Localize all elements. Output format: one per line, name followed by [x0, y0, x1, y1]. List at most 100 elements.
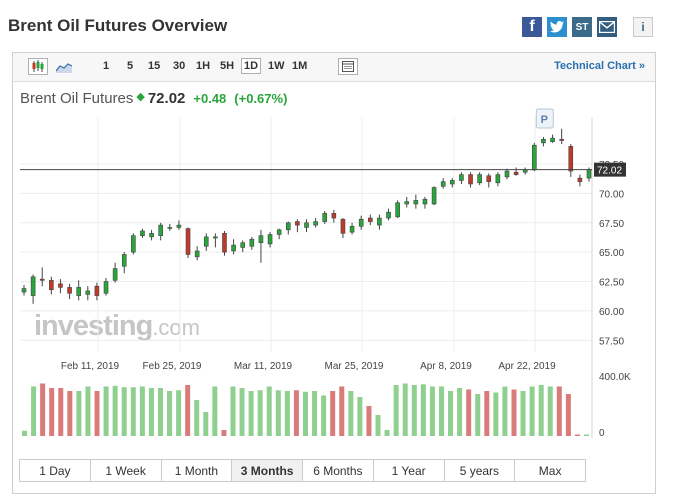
- volume-bar: [248, 391, 254, 436]
- twitter-icon[interactable]: [547, 17, 567, 37]
- candle-body-down: [577, 177, 583, 182]
- y-tick-label: 57.50: [599, 336, 624, 347]
- timeframe-30[interactable]: 30: [173, 60, 186, 72]
- mail-icon[interactable]: [597, 17, 617, 37]
- watermark-suffix: .com: [152, 315, 200, 340]
- candle-body-down: [331, 213, 337, 219]
- timeframe-5h[interactable]: 5H: [220, 60, 235, 72]
- candle-body-up: [404, 201, 410, 205]
- candle-body-up: [285, 222, 291, 231]
- candle-body-up: [541, 139, 546, 144]
- candle-body-up: [131, 235, 136, 253]
- volume-bar: [357, 397, 363, 436]
- volume-bar: [266, 386, 272, 436]
- timeframe-1[interactable]: 1: [103, 60, 110, 72]
- timeframe-5[interactable]: 5: [127, 60, 134, 72]
- y-tick-label: 70.00: [599, 189, 624, 200]
- share-buttons: f ST: [522, 17, 617, 39]
- candle-body-down: [295, 221, 300, 226]
- candle-body-up: [176, 224, 182, 228]
- last-price-tag-label: 72.02: [597, 166, 622, 177]
- candle: [568, 144, 574, 177]
- candle: [131, 233, 136, 255]
- candle: [550, 134, 555, 143]
- candle-body-down: [486, 175, 492, 182]
- quote-header: Brent Oil Futures ◆ 72.02 +0.48 (+0.67%): [20, 90, 287, 107]
- candle: [541, 136, 546, 147]
- candle: [459, 172, 464, 184]
- candle-body-up: [349, 225, 355, 233]
- candle-body-down: [513, 171, 519, 175]
- volume-bar: [194, 400, 200, 436]
- volume-bar: [330, 391, 336, 436]
- timeframe-1w[interactable]: 1W: [268, 60, 285, 72]
- candle: [522, 167, 528, 175]
- candle: [504, 168, 510, 180]
- timeframe-1h[interactable]: 1H: [196, 60, 211, 72]
- candle: [413, 194, 419, 209]
- candle: [203, 233, 209, 251]
- timeframe-1m[interactable]: 1M: [292, 60, 308, 72]
- event-marker: [535, 108, 554, 129]
- area-chart-icon[interactable]: [54, 58, 74, 75]
- range-6-months[interactable]: 6 Months: [303, 460, 374, 481]
- candle-body-up: [586, 169, 592, 179]
- candle: [422, 196, 428, 209]
- range-5-years[interactable]: 5 years: [444, 460, 516, 481]
- candle-body-up: [477, 174, 482, 184]
- volume-bar: [312, 391, 318, 436]
- candlestick-chart-icon[interactable]: [28, 58, 48, 75]
- candle-body-up: [276, 229, 282, 235]
- fullscreen-icon[interactable]: [338, 58, 358, 75]
- candle-body-up: [322, 213, 328, 222]
- candle-body-up: [532, 144, 537, 171]
- candle-body-up: [413, 200, 419, 205]
- facebook-icon[interactable]: f: [522, 17, 542, 37]
- candle-body-up: [112, 268, 118, 281]
- candle-body-up: [459, 174, 464, 181]
- range-1-day[interactable]: 1 Day: [20, 460, 91, 481]
- range-1-week[interactable]: 1 Week: [90, 460, 162, 481]
- volume-bar: [176, 390, 182, 436]
- range-1-month[interactable]: 1 Month: [161, 460, 233, 481]
- x-tick-label: Feb 25, 2019: [143, 361, 202, 372]
- volume-bar: [321, 395, 327, 436]
- technical-chart-link[interactable]: Technical Chart »: [554, 60, 645, 72]
- candle-body-up: [495, 174, 501, 184]
- candle-body-up: [140, 230, 145, 236]
- candle: [149, 229, 154, 241]
- candle: [331, 209, 337, 223]
- volume-bar: [493, 392, 499, 436]
- info-icon[interactable]: i: [633, 17, 653, 37]
- timeframe-1d[interactable]: 1D: [241, 58, 262, 74]
- price-change-percent: (+0.67%): [234, 91, 288, 106]
- candle: [231, 239, 236, 255]
- stocktwits-icon[interactable]: ST: [572, 17, 592, 37]
- volume-bar: [384, 430, 390, 436]
- candle: [377, 214, 382, 230]
- candle-body-down: [468, 174, 473, 185]
- candle-body-up: [203, 236, 209, 247]
- range-1-year[interactable]: 1 Year: [373, 460, 445, 481]
- candle: [386, 208, 391, 221]
- volume-bar: [76, 391, 82, 436]
- volume-bar: [203, 412, 209, 436]
- candle-body-up: [194, 250, 200, 258]
- candle: [222, 230, 227, 256]
- candle-body-up: [313, 221, 318, 226]
- volume-bar: [484, 391, 490, 436]
- candle: [340, 218, 346, 239]
- candle-body-up: [249, 238, 255, 247]
- up-arrow-icon: ◆: [136, 91, 145, 103]
- range-3-months[interactable]: 3 Months: [232, 460, 303, 481]
- candle-body-up: [149, 233, 154, 238]
- candle-body-up: [121, 254, 127, 267]
- volume-bar: [393, 385, 399, 436]
- volume-bar: [348, 391, 354, 436]
- range-max[interactable]: Max: [515, 460, 585, 481]
- timeframe-15[interactable]: 15: [148, 60, 161, 72]
- candle: [395, 200, 400, 219]
- candle-body-down: [185, 228, 191, 255]
- volume-bar: [520, 391, 526, 436]
